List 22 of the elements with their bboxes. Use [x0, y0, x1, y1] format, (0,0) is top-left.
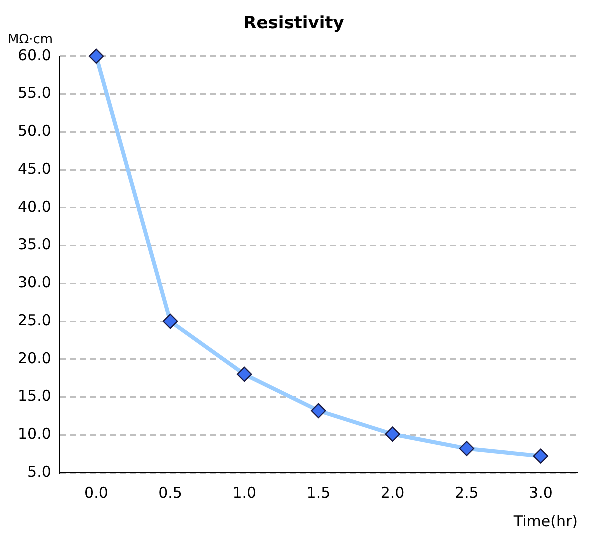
y-tick-label: 20.0	[18, 349, 52, 368]
y-tick-label: 50.0	[18, 122, 52, 140]
y-tick-label: 30.0	[18, 274, 52, 292]
y-tick-label: 5.0	[28, 462, 52, 481]
x-tick-label: 0.5	[158, 484, 182, 502]
y-tick-label: 60.0	[18, 46, 52, 64]
x-axis-title: Time(hr)	[512, 512, 578, 530]
chart-title: Resistivity	[244, 14, 344, 34]
y-tick-label: 45.0	[18, 160, 52, 178]
y-tick-label: 25.0	[18, 311, 52, 330]
x-tick-label: 2.0	[380, 484, 405, 502]
x-tick-label: 1.5	[306, 484, 331, 502]
x-tick-label: 1.0	[232, 484, 257, 502]
x-tick-label: 0.0	[84, 484, 108, 502]
x-tick-label: 2.5	[454, 484, 479, 502]
y-tick-label: 15.0	[18, 387, 52, 406]
y-tick-label: 40.0	[18, 198, 52, 216]
x-tick-label: 3.0	[529, 484, 553, 502]
y-tick-label: 10.0	[18, 425, 52, 444]
y-tick-label: 55.0	[18, 84, 52, 102]
y-axis-title: MΩ·cm	[8, 32, 54, 48]
y-tick-label: 35.0	[18, 236, 52, 254]
